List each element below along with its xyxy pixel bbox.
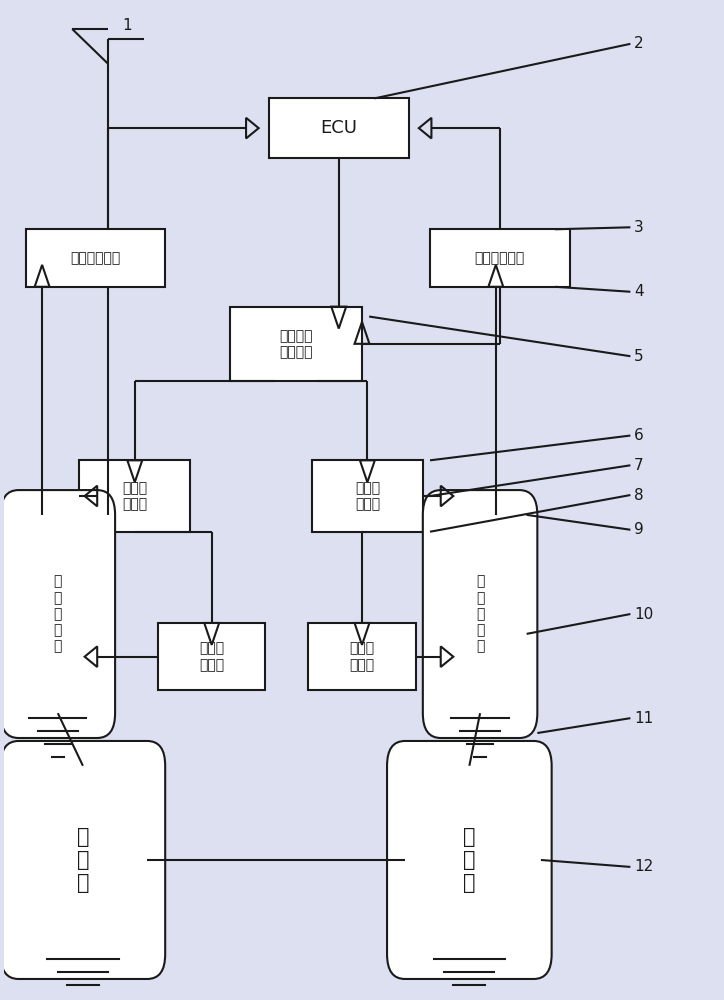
Text: 9: 9	[634, 522, 644, 537]
Text: 右舵机
控制器: 右舵机 控制器	[350, 642, 374, 672]
Bar	[269, 98, 408, 158]
Bar	[308, 623, 416, 690]
Text: 6: 6	[634, 428, 644, 443]
Text: 2: 2	[634, 36, 644, 51]
Bar	[80, 460, 190, 532]
Bar	[430, 229, 570, 287]
Text: 左
车
轮: 左 车 轮	[77, 827, 89, 893]
Text: 左舵机
控制器: 左舵机 控制器	[199, 642, 224, 672]
Bar	[25, 229, 165, 287]
Text: 右
车
轮: 右 车 轮	[463, 827, 476, 893]
Text: 8: 8	[634, 488, 644, 503]
Text: 左
轮
毂
电
机: 左 轮 毂 电 机	[54, 575, 62, 653]
Text: 1: 1	[122, 18, 132, 33]
FancyBboxPatch shape	[423, 490, 537, 738]
FancyBboxPatch shape	[387, 741, 552, 979]
Text: 左电机
控制器: 左电机 控制器	[122, 481, 148, 511]
Text: 右转速传感器: 右转速传感器	[475, 251, 525, 265]
FancyBboxPatch shape	[1, 741, 165, 979]
Text: 5: 5	[634, 349, 644, 364]
Bar	[312, 460, 423, 532]
Text: 两电机协
调控制器: 两电机协 调控制器	[279, 329, 313, 359]
Text: ECU: ECU	[320, 119, 357, 137]
Text: 3: 3	[634, 220, 644, 235]
Text: 右
轮
毂
电
机: 右 轮 毂 电 机	[476, 575, 484, 653]
Text: 左转速传感器: 左转速传感器	[70, 251, 120, 265]
Bar	[230, 307, 362, 381]
Text: 12: 12	[634, 859, 653, 874]
FancyBboxPatch shape	[1, 490, 115, 738]
Text: 11: 11	[634, 711, 653, 726]
Text: 4: 4	[634, 284, 644, 299]
Bar	[158, 623, 266, 690]
Text: 10: 10	[634, 607, 653, 622]
Text: 右电机
控制器: 右电机 控制器	[355, 481, 380, 511]
Text: 7: 7	[634, 458, 644, 473]
